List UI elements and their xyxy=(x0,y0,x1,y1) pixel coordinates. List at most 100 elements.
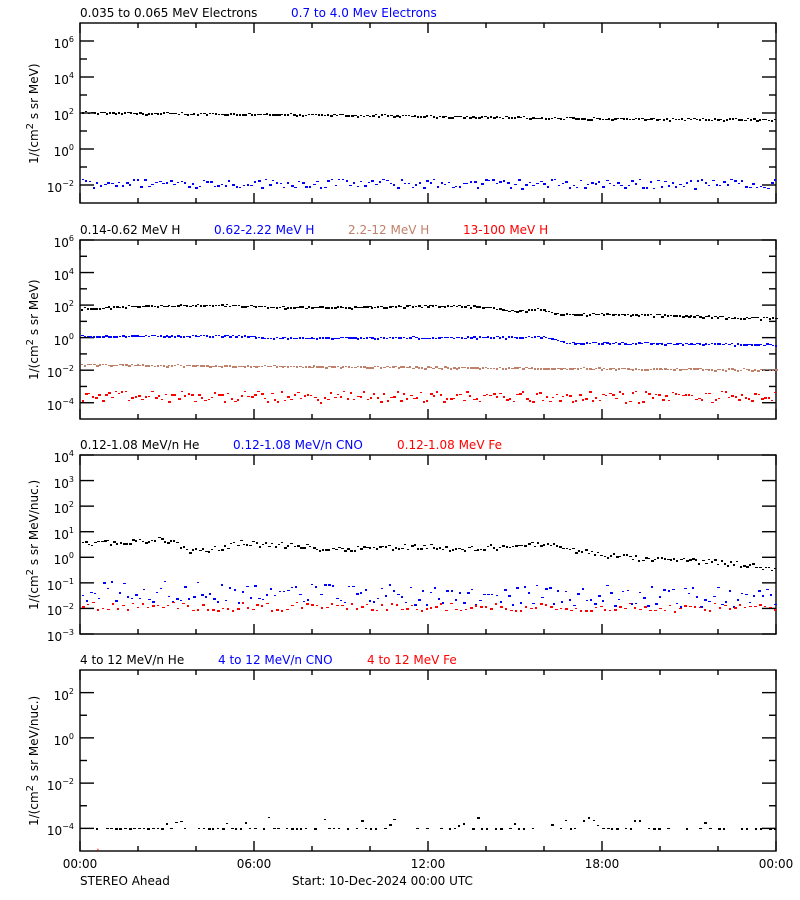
data-point xyxy=(120,542,122,544)
data-point xyxy=(211,549,213,550)
data-point xyxy=(186,305,188,307)
data-point xyxy=(459,186,461,188)
data-point xyxy=(569,599,571,601)
y-tick-label: 102 xyxy=(53,299,74,316)
data-point xyxy=(132,603,134,604)
data-point xyxy=(380,306,383,307)
data-point xyxy=(590,599,592,601)
data-point xyxy=(281,610,283,612)
data-point xyxy=(554,368,556,370)
data-point xyxy=(137,179,139,181)
data-point xyxy=(293,114,296,116)
data-point xyxy=(217,828,219,829)
data-point xyxy=(363,306,366,308)
data-point xyxy=(610,555,612,557)
data-point xyxy=(602,828,605,829)
data-point xyxy=(639,179,641,180)
data-point xyxy=(699,607,701,608)
data-point xyxy=(147,828,150,830)
data-point xyxy=(161,538,164,540)
data-point xyxy=(569,314,571,315)
data-point xyxy=(632,369,634,371)
data-point xyxy=(629,556,632,557)
data-point xyxy=(661,343,663,345)
data-point xyxy=(499,308,502,310)
data-point xyxy=(151,335,154,336)
y-tick-label: 10−2 xyxy=(46,364,74,381)
data-point xyxy=(464,338,467,339)
data-point xyxy=(490,337,492,339)
data-point xyxy=(366,306,369,308)
data-point xyxy=(717,119,720,121)
data-point xyxy=(606,180,609,181)
data-point xyxy=(485,179,488,181)
y-tick-label: 102 xyxy=(53,107,74,123)
data-point xyxy=(224,401,226,403)
data-point xyxy=(702,344,705,346)
data-point xyxy=(574,828,576,829)
data-point xyxy=(503,396,505,398)
data-point xyxy=(598,181,600,183)
data-point xyxy=(122,185,124,187)
data-point xyxy=(479,368,481,370)
data-point xyxy=(328,584,331,586)
data-point xyxy=(465,609,467,610)
data-point xyxy=(134,365,137,366)
data-point xyxy=(335,185,337,186)
data-point xyxy=(676,560,678,562)
data-point xyxy=(741,593,743,594)
data-point xyxy=(116,336,118,338)
data-point xyxy=(466,183,468,184)
data-point xyxy=(395,337,397,338)
data-point xyxy=(615,342,617,343)
data-point xyxy=(656,119,659,121)
data-point xyxy=(555,609,558,610)
data-point xyxy=(319,306,322,308)
data-point xyxy=(757,344,760,346)
data-point xyxy=(580,610,582,612)
data-point xyxy=(631,603,633,605)
data-point xyxy=(456,306,458,307)
data-point xyxy=(227,608,229,610)
data-point xyxy=(344,550,347,552)
data-point xyxy=(410,395,413,396)
data-point xyxy=(624,314,626,316)
data-point xyxy=(521,188,524,190)
data-point xyxy=(301,607,303,609)
data-point xyxy=(123,543,126,545)
data-point xyxy=(487,546,489,547)
data-point xyxy=(701,179,703,181)
data-point xyxy=(340,306,342,308)
data-point xyxy=(393,116,396,118)
data-point xyxy=(331,603,333,605)
data-point xyxy=(273,307,275,308)
data-point xyxy=(576,187,578,188)
data-point xyxy=(729,590,731,592)
data-point xyxy=(201,594,204,596)
data-point xyxy=(511,368,514,369)
data-point xyxy=(757,370,760,372)
data-point xyxy=(195,335,197,337)
data-point xyxy=(762,569,764,570)
data-point xyxy=(82,828,85,829)
data-point xyxy=(734,607,737,609)
data-point xyxy=(119,307,121,308)
data-point xyxy=(651,560,654,562)
data-point xyxy=(369,547,371,549)
data-point xyxy=(741,119,743,121)
data-point xyxy=(417,548,419,550)
data-point xyxy=(224,114,227,116)
x-tick-label: 18:00 xyxy=(584,857,620,871)
data-point xyxy=(765,119,767,120)
data-point xyxy=(389,584,391,586)
data-point xyxy=(125,336,127,338)
data-point xyxy=(562,548,565,549)
data-point xyxy=(360,307,363,308)
data-point xyxy=(197,365,199,366)
data-point xyxy=(754,393,757,395)
data-point xyxy=(696,596,698,598)
data-point xyxy=(227,548,230,549)
data-point xyxy=(241,366,244,367)
data-point xyxy=(257,114,260,115)
data-point xyxy=(615,369,617,371)
